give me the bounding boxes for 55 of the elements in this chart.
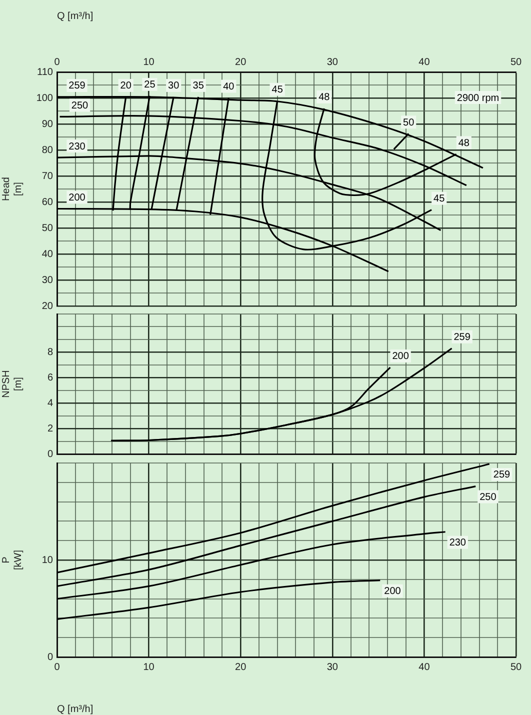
y-tick-label: 10	[42, 554, 54, 566]
series-label: 30	[168, 80, 180, 92]
x-axis-title: Q [m³/h]	[57, 10, 94, 22]
series-label: 45	[434, 194, 446, 205]
series-label: 230	[68, 141, 86, 152]
series-label: 250	[71, 100, 89, 112]
y-tick-label: 110	[37, 66, 54, 78]
series-label: 259	[68, 80, 86, 92]
series-label: 200	[392, 351, 410, 362]
series-label: 25	[144, 80, 156, 91]
annotation: 48	[318, 92, 330, 104]
y-tick-label: 40	[42, 248, 54, 260]
y-tick-label: 0	[47, 448, 54, 460]
series-label: 259	[454, 332, 471, 344]
x-tick-label: 30	[326, 662, 338, 673]
series-label: 50	[403, 117, 415, 128]
series-label: 259	[493, 470, 510, 481]
x-tick-label: 0	[54, 56, 60, 68]
y-axis-title: NPSH [m]	[0, 370, 24, 398]
x-axis-title: Q [m³/h]	[57, 704, 94, 715]
series-label: 200	[384, 586, 402, 598]
y-axis-title: P [kW]	[0, 550, 24, 570]
y-tick-label: 100	[36, 92, 54, 104]
y-tick-label: 90	[42, 118, 54, 130]
y-tick-label: 0	[47, 652, 54, 663]
y-tick-label: 70	[42, 170, 54, 182]
x-tick-label: 50	[510, 56, 522, 68]
series-label: 35	[192, 80, 204, 92]
x-tick-label: 50	[510, 662, 522, 673]
annotation: 2900 rpm	[456, 92, 500, 104]
x-tick-label: 10	[143, 56, 155, 68]
y-tick-label: 6	[47, 372, 54, 384]
y-tick-label: 80	[42, 144, 54, 156]
x-tick-label: 40	[418, 662, 430, 673]
y-tick-label: 30	[42, 274, 54, 286]
annotation: 45	[272, 84, 284, 96]
y-axis-title: Head [m]	[0, 177, 24, 201]
x-tick-label: 20	[235, 56, 247, 68]
series-label: 20	[120, 80, 132, 92]
x-tick-label: 10	[143, 662, 155, 673]
series-label: 48	[458, 138, 470, 149]
x-tick-label: 30	[326, 56, 338, 68]
y-tick-label: 4	[47, 398, 54, 409]
y-tick-label: 60	[42, 196, 54, 208]
x-tick-label: 0	[54, 662, 60, 673]
x-tick-label: 40	[418, 56, 430, 68]
series-label: 250	[480, 492, 497, 504]
series-label: 40	[223, 81, 235, 92]
y-tick-label: 20	[42, 300, 54, 312]
x-tick-label: 20	[235, 662, 247, 673]
y-tick-label: 8	[47, 346, 54, 358]
series-label: 230	[449, 538, 466, 549]
series-label: 200	[68, 192, 86, 204]
y-tick-label: 50	[42, 222, 54, 234]
y-tick-label: 2	[47, 423, 54, 434]
